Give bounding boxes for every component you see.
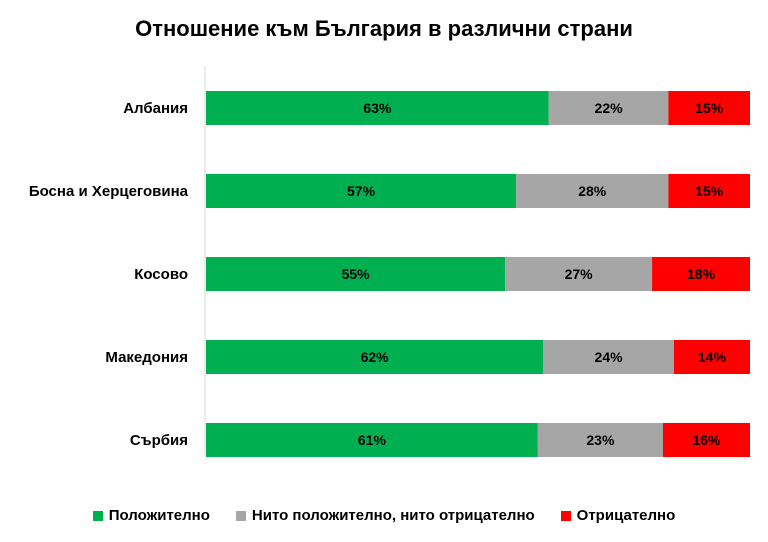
category-label: Косово — [134, 266, 188, 283]
data-label: 18% — [687, 266, 716, 282]
data-label: 57% — [347, 183, 376, 199]
legend-swatch — [92, 510, 103, 521]
data-label: 16% — [692, 432, 721, 448]
bar-segment — [543, 340, 674, 374]
category-label: Македония — [105, 349, 188, 366]
category-label: Сърбия — [130, 432, 188, 449]
data-label: 27% — [565, 266, 594, 282]
bar-segment — [505, 257, 653, 291]
category-label: Албания — [123, 100, 188, 117]
bar-segment — [548, 91, 669, 125]
bar-segment — [206, 423, 538, 457]
bar-segment — [673, 340, 750, 374]
bar-segment — [206, 340, 544, 374]
chart-title: Отношение към България в различни страни — [135, 16, 633, 41]
legend-item: Положително — [92, 507, 210, 524]
bar-segment — [206, 257, 506, 291]
legend-item: Нито положително, нито отрицателно — [235, 507, 535, 524]
bar-segment — [537, 423, 663, 457]
data-label: 23% — [586, 432, 615, 448]
bar-segment — [662, 423, 750, 457]
legend-item: Отрицателно — [560, 507, 676, 524]
data-label: 62% — [361, 349, 390, 365]
legend-swatch — [560, 510, 571, 521]
bar-segment — [516, 174, 669, 208]
legend-label: Нито положително, нито отрицателно — [251, 507, 535, 524]
data-label: 63% — [363, 100, 392, 116]
legend-swatch — [235, 510, 246, 521]
legend-label: Отрицателно — [576, 507, 676, 524]
data-label: 14% — [698, 349, 727, 365]
bar-segment — [206, 91, 549, 125]
bar-segment — [206, 174, 517, 208]
legend-label: Положително — [108, 507, 210, 524]
data-label: 28% — [578, 183, 607, 199]
bar-segment — [668, 91, 750, 125]
data-label: 61% — [358, 432, 387, 448]
bar-segment — [668, 174, 750, 208]
data-label: 24% — [595, 349, 624, 365]
data-label: 15% — [695, 183, 724, 199]
category-label: Босна и Херцеговина — [29, 183, 189, 200]
bar-segment — [652, 257, 750, 291]
data-label: 55% — [342, 266, 371, 282]
data-label: 15% — [695, 100, 724, 116]
data-label: 22% — [595, 100, 624, 116]
legend: Положително Нито положително, нито отрица… — [0, 507, 768, 524]
